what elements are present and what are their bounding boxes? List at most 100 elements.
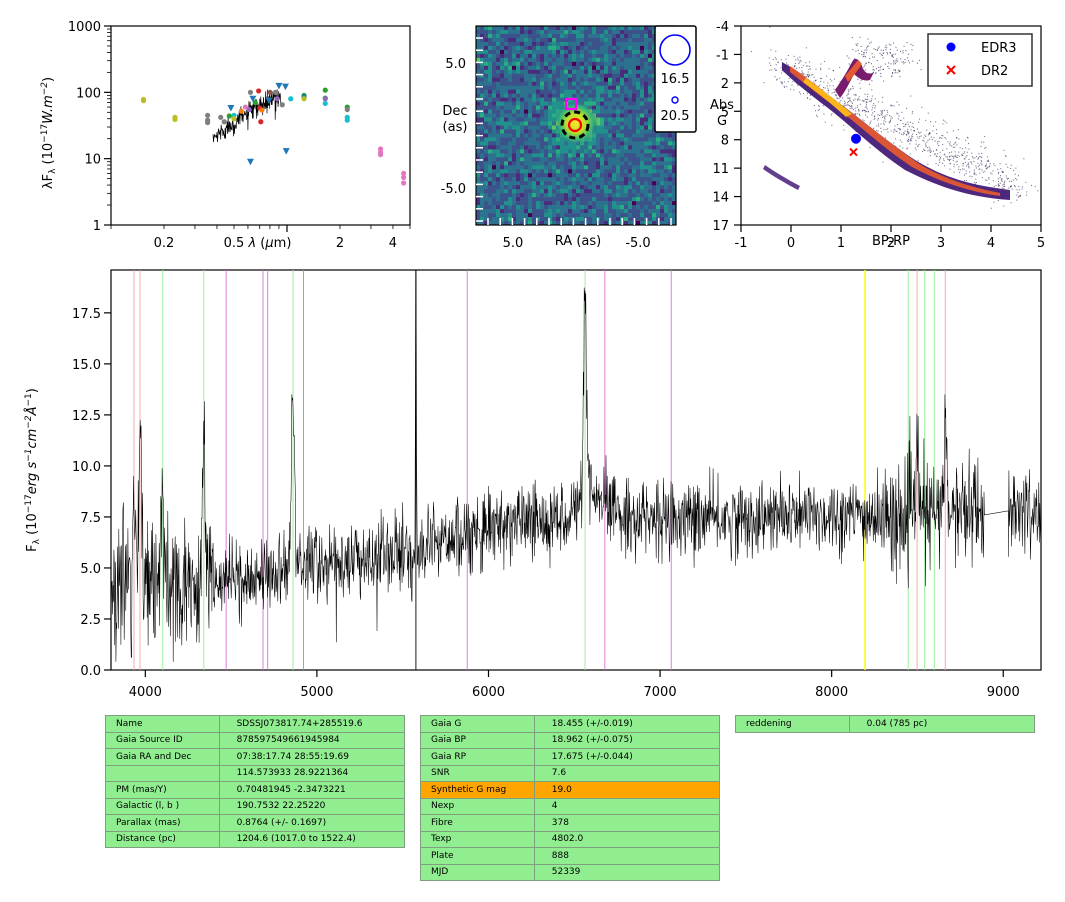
info-table-row: Texp 4802.0 <box>420 830 721 848</box>
hr-giant-dot <box>858 53 860 55</box>
image-pixel <box>548 121 553 126</box>
hr-star-dot <box>964 151 966 153</box>
image-pixel <box>488 141 493 146</box>
hr-star-dot <box>997 173 999 175</box>
image-pixel <box>540 149 545 154</box>
hr-star-dot <box>899 139 901 141</box>
hr-star-dot <box>805 47 807 49</box>
image-pixel <box>600 153 605 158</box>
hr-giant-dot <box>887 53 889 55</box>
image-pixel <box>612 41 617 47</box>
image-pixel <box>548 157 553 162</box>
hr-star-dot <box>850 88 852 90</box>
image-pixel <box>640 97 645 102</box>
image-pixel <box>532 57 537 63</box>
image-pixel <box>540 101 545 106</box>
image-pixel <box>600 177 605 182</box>
image-pixel <box>648 77 653 83</box>
hr-star-dot <box>973 171 975 173</box>
hr-y-tick-label: 8 <box>721 134 729 149</box>
image-pixel <box>508 33 513 39</box>
image-pixel <box>520 197 525 202</box>
image-pixel <box>480 165 485 170</box>
image-pixel <box>580 201 585 206</box>
image-pixel <box>564 197 569 202</box>
image-pixel <box>592 81 597 86</box>
image-pixel <box>620 121 625 126</box>
image-pixel <box>496 213 501 218</box>
image-pixel <box>640 161 645 166</box>
image-pixel <box>636 101 641 106</box>
image-pixel <box>664 157 669 162</box>
hr-star-dot <box>897 124 899 126</box>
image-pixel <box>516 177 521 182</box>
hr-y-tick-label: 11 <box>712 162 729 177</box>
hr-star-dot <box>1021 186 1023 188</box>
image-pixel <box>620 177 625 182</box>
image-pixel <box>520 26 525 31</box>
hr-star-dot <box>998 171 1000 173</box>
hr-star-dot <box>942 149 944 151</box>
image-pixel <box>536 181 541 186</box>
image-pixel <box>596 205 601 210</box>
image-pixel <box>564 41 569 47</box>
image-pixel <box>604 37 609 43</box>
image-pixel <box>536 73 541 79</box>
image-pixel <box>520 37 525 43</box>
image-pixel <box>604 113 609 118</box>
image-pixel <box>548 45 553 51</box>
hr-star-dot <box>986 160 988 162</box>
hr-star-dot <box>927 112 929 114</box>
hr-star-dot <box>993 186 995 188</box>
hr-star-dot <box>903 132 905 134</box>
image-pixel <box>620 201 625 206</box>
image-pixel <box>604 77 609 83</box>
image-pixel <box>568 209 573 214</box>
hr-star-dot <box>804 75 806 77</box>
hr-star-dot <box>882 116 884 118</box>
sed-photometry-point <box>279 102 285 108</box>
image-pixel <box>564 65 569 71</box>
hr-star-dot <box>956 156 958 158</box>
sed-photometry-point <box>256 88 262 94</box>
hr-star-dot <box>981 157 983 159</box>
image-pixel <box>484 81 489 86</box>
image-pixel <box>536 89 541 94</box>
hr-star-dot <box>939 155 941 157</box>
image-pixel <box>628 173 633 178</box>
image-pixel <box>500 173 505 178</box>
image-pixel <box>564 209 569 214</box>
image-pixel <box>492 213 497 218</box>
image-pixel <box>576 41 581 47</box>
image-pixel <box>496 73 501 79</box>
hr-star-dot <box>1001 187 1003 189</box>
image-pixel <box>640 57 645 63</box>
hr-dr2-point <box>849 147 858 157</box>
hr-star-dot <box>805 62 807 64</box>
image-pixel <box>632 189 637 194</box>
image-pixel <box>500 61 505 67</box>
image-pixel <box>560 26 565 31</box>
image-pixel <box>552 189 557 194</box>
image-pixel <box>628 101 633 106</box>
image-pixel <box>516 69 521 75</box>
image-pixel <box>520 165 525 170</box>
hr-giant-dot <box>888 43 890 45</box>
hr-giant-dot <box>866 49 868 51</box>
hr-star-dot <box>843 129 845 131</box>
hr-star-dot <box>865 104 867 106</box>
image-pixel <box>536 29 541 35</box>
image-pixel <box>576 26 581 31</box>
image-pixel <box>524 85 529 90</box>
image-pixel <box>596 121 601 126</box>
image-pixel <box>588 173 593 178</box>
image-pixel <box>476 73 481 79</box>
image-pixel <box>592 161 597 166</box>
hr-giant-dot <box>894 63 896 65</box>
hr-giant-dot <box>919 59 921 61</box>
image-pixel <box>572 61 577 67</box>
image-pixel <box>620 193 625 198</box>
image-pixel <box>604 157 609 162</box>
image-pixel <box>620 101 625 106</box>
image-pixel <box>616 101 621 106</box>
